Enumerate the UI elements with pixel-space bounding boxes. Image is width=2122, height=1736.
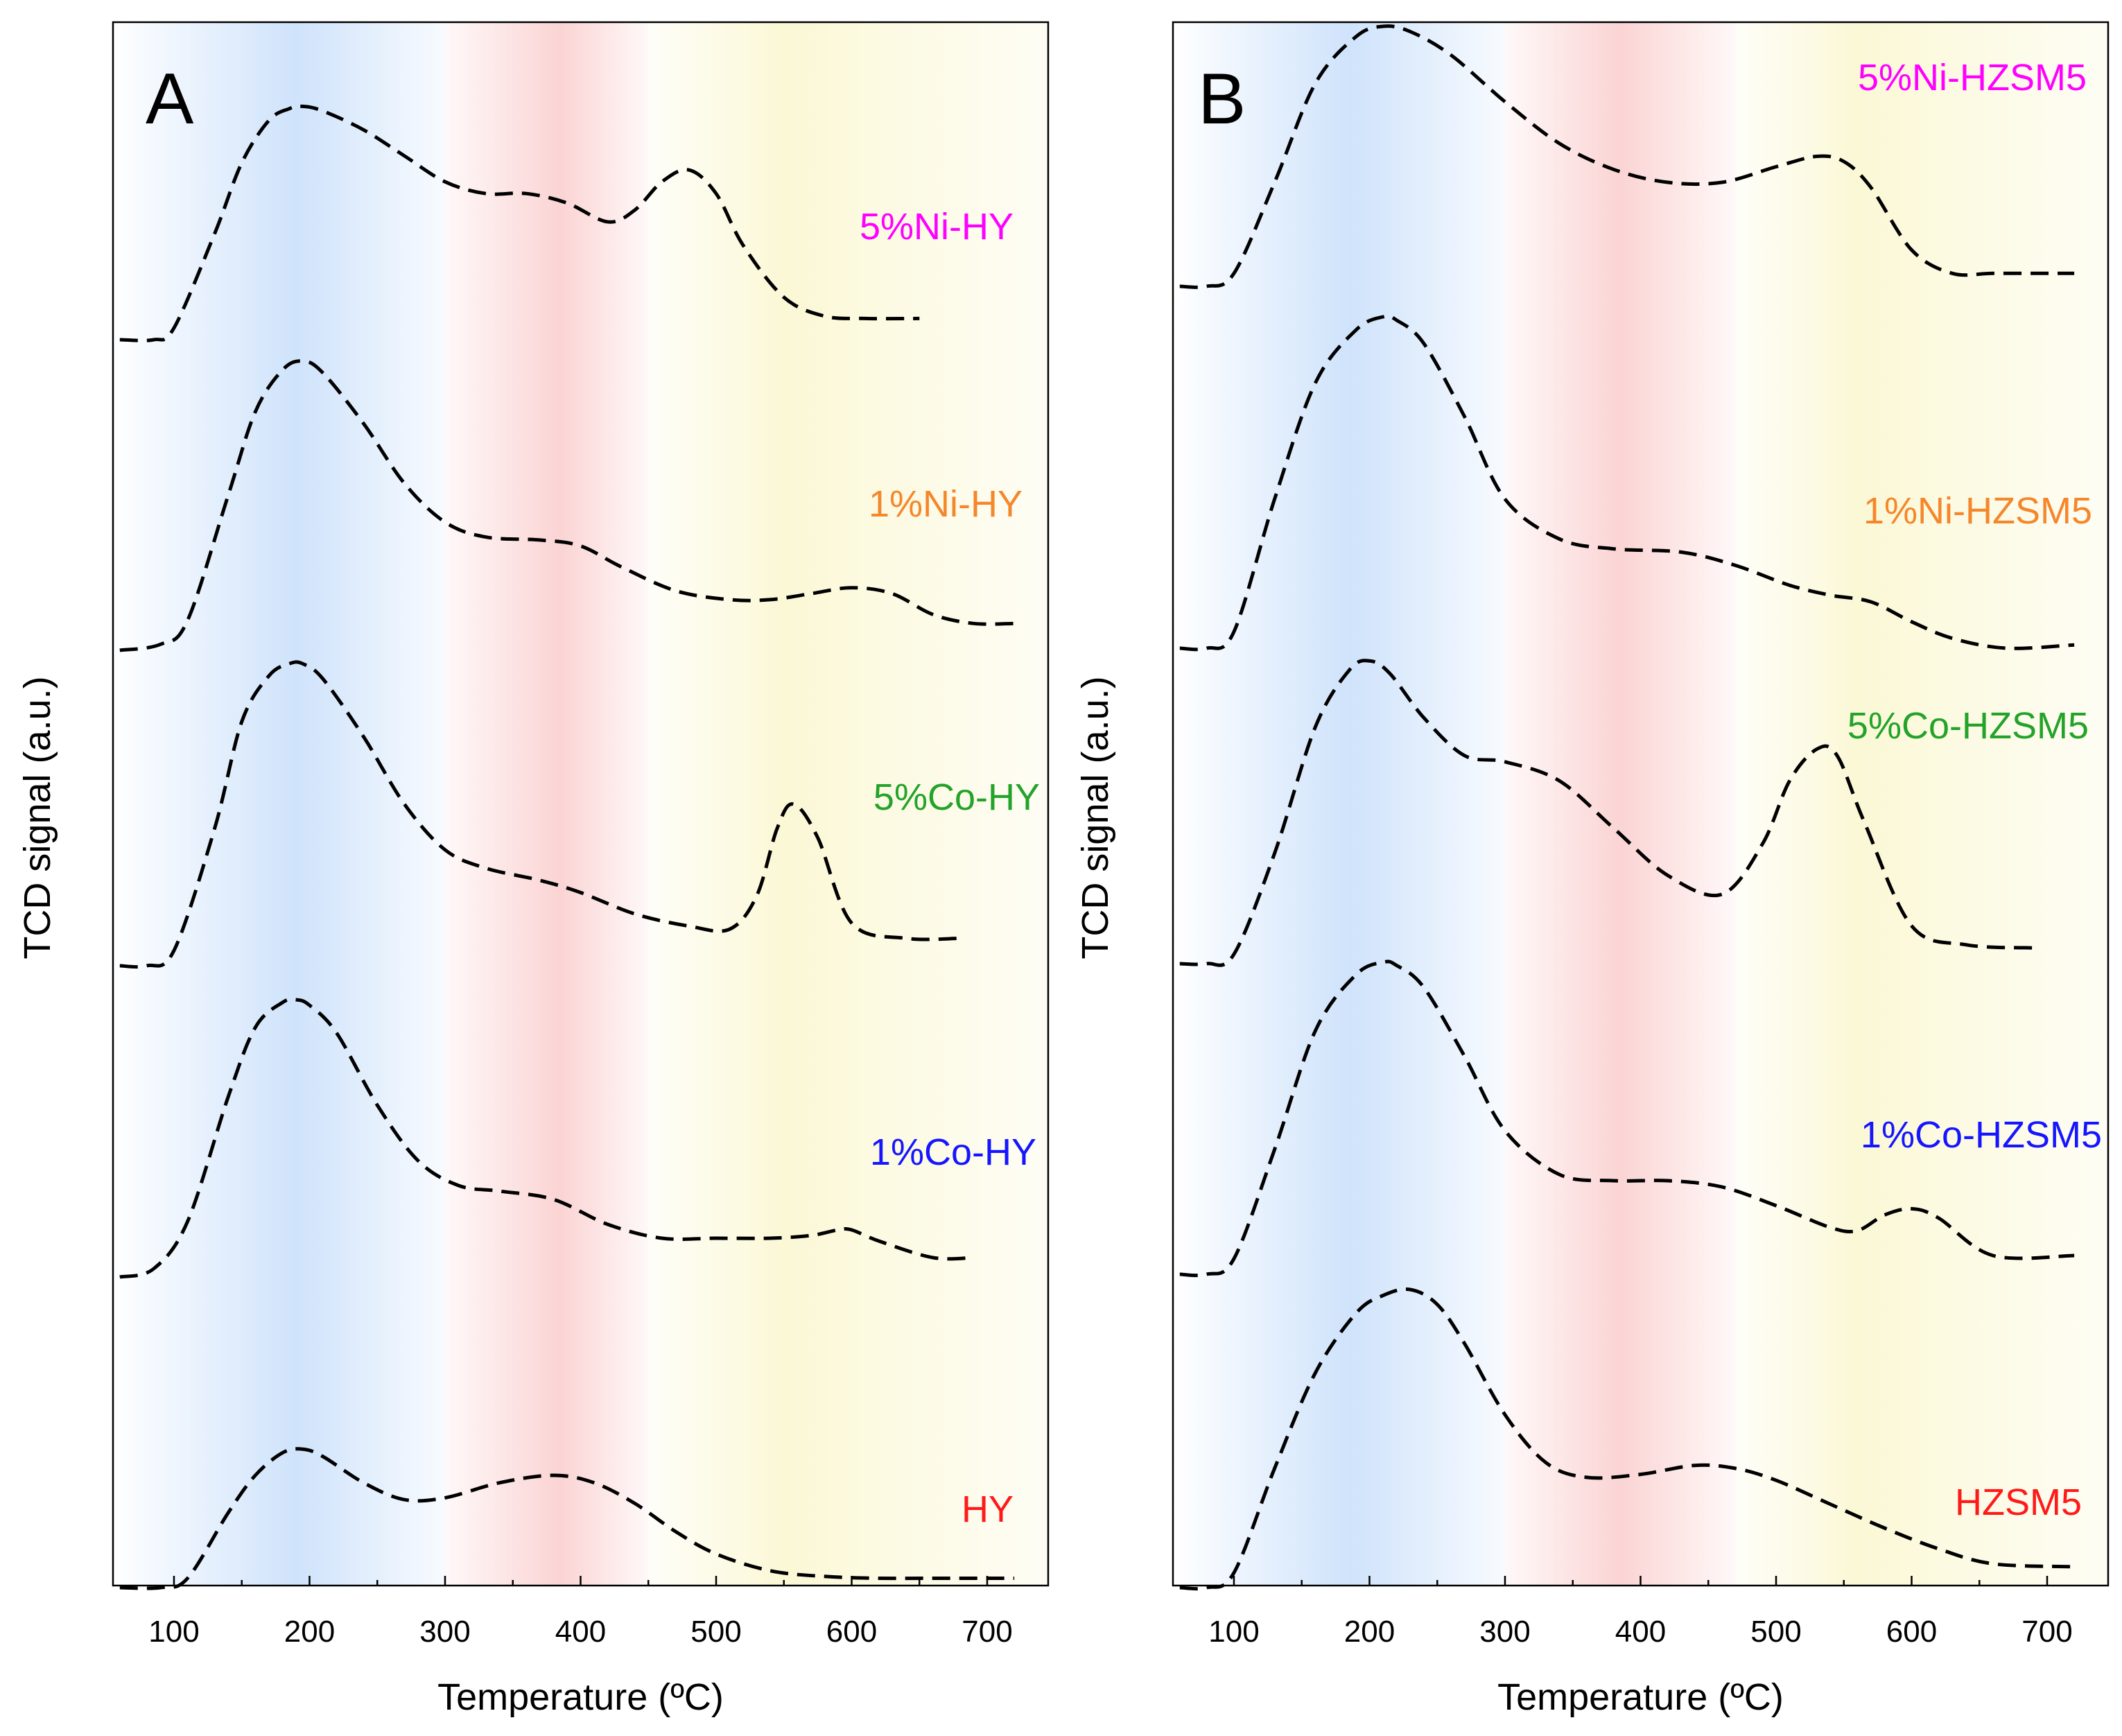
series-label: 1%Co-HZSM5 xyxy=(1861,1114,2102,1156)
series-curve-5-ni-hzsm5 xyxy=(1179,24,2075,289)
x-tick-label: 600 xyxy=(1886,1615,1937,1649)
series-label: 1%Ni-HZSM5 xyxy=(1863,490,2092,532)
series-label: 5%Co-HZSM5 xyxy=(1847,705,2089,747)
series-curve-hy xyxy=(119,1447,1015,1590)
panel-b: 5%Ni-HZSM5 1%Ni-HZSM5 5%Co-HZSM5 1%Co-HZSM5… xyxy=(1075,21,2110,1718)
y-axis-title: TCD signal (a.u.) xyxy=(17,676,58,959)
series-curve-5-co-hy xyxy=(119,660,960,969)
shaded-region-1 xyxy=(113,22,445,1586)
x-tick-label: 600 xyxy=(826,1615,877,1649)
series-curve-5-co-hzsm5 xyxy=(1179,659,2034,967)
x-tick-label: 400 xyxy=(555,1615,606,1649)
x-tick-label: 400 xyxy=(1615,1615,1666,1649)
x-tick-label: 200 xyxy=(284,1615,335,1649)
panel-letter: B xyxy=(1198,59,1246,139)
shaded-region-3 xyxy=(1735,22,2108,1586)
series-label: 5%Ni-HZSM5 xyxy=(1858,57,2087,98)
x-tick-label: 100 xyxy=(1208,1615,1259,1649)
x-tick-label: 300 xyxy=(1479,1615,1530,1649)
series-curve-5-ni-hy xyxy=(119,104,920,342)
shaded-region-3 xyxy=(648,22,1048,1586)
x-axis-title: Temperature (ºC) xyxy=(437,1676,724,1718)
shaded-region-1 xyxy=(1173,22,1505,1586)
x-tick-label: 500 xyxy=(1750,1615,1801,1649)
y-axis-title: TCD signal (a.u.) xyxy=(1075,676,1116,959)
series-label: 1%Ni-HY xyxy=(869,483,1023,525)
x-tick-label: 300 xyxy=(419,1615,470,1649)
series-label: HY xyxy=(962,1488,1014,1530)
x-axis-title: Temperature (ºC) xyxy=(1497,1676,1784,1718)
panel-letter: A xyxy=(146,59,194,139)
series-curve-1-ni-hzsm5 xyxy=(1179,314,2075,652)
panel-a: 5%Ni-HY 1%Ni-HY 5%Co-HY 1%Co-HY HY 100 200 300 4… xyxy=(17,21,1050,1718)
x-tick-label: 200 xyxy=(1344,1615,1395,1649)
series-curve-1-co-hzsm5 xyxy=(1179,960,2075,1278)
x-tick-label: 700 xyxy=(962,1615,1012,1649)
shaded-region-2 xyxy=(1504,22,1736,1586)
series-label: HZSM5 xyxy=(1955,1482,2082,1523)
series-curve-hzsm5 xyxy=(1179,1287,2075,1591)
shaded-region-2 xyxy=(444,22,649,1586)
x-tick-label: 700 xyxy=(2021,1615,2072,1649)
x-tick-label: 100 xyxy=(148,1615,199,1649)
series-label: 5%Co-HY xyxy=(873,776,1040,818)
series-curve-1-ni-hy xyxy=(119,359,1015,652)
x-tick-label: 500 xyxy=(690,1615,741,1649)
series-label: 5%Ni-HY xyxy=(860,206,1014,248)
series-curve-1-co-hy xyxy=(119,997,974,1279)
series-label: 1%Co-HY xyxy=(870,1131,1036,1173)
